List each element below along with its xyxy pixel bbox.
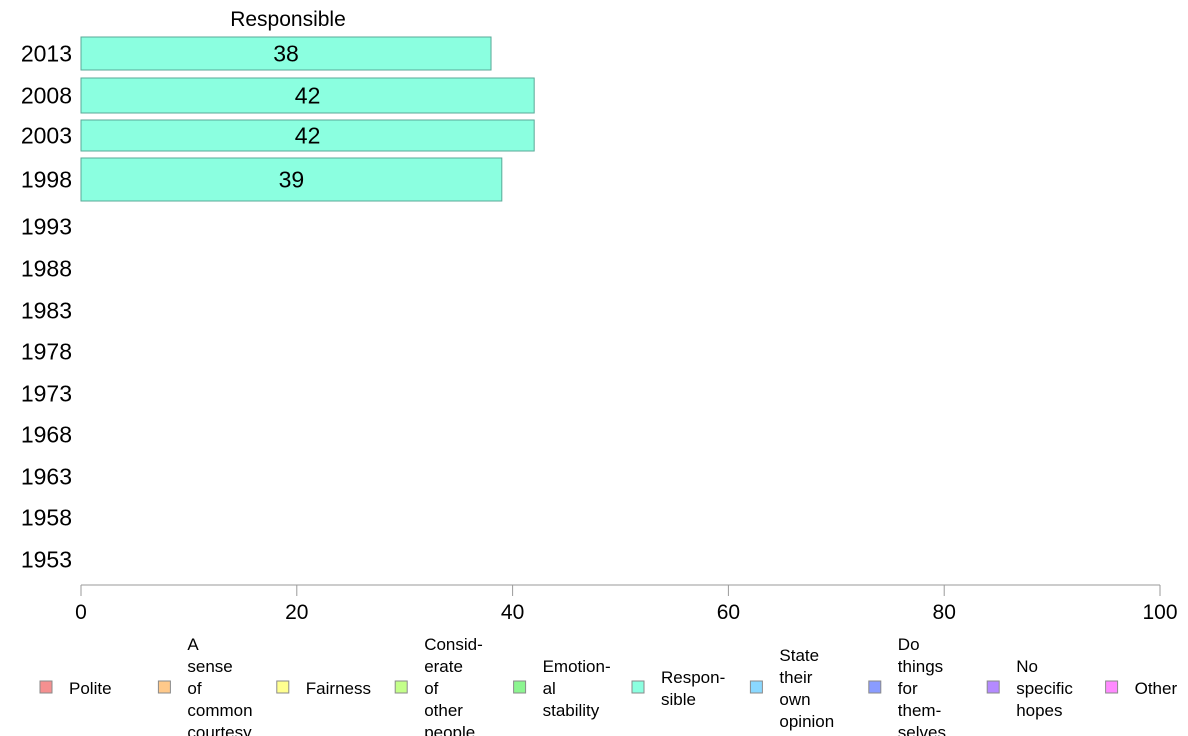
x-tick-label-100: 100 <box>1142 601 1177 624</box>
x-tick-label-80: 80 <box>933 601 956 624</box>
legend-swatch-5 <box>631 680 645 694</box>
tick-label-1963: 1963 <box>21 464 72 490</box>
tick-label-1978: 1978 <box>21 339 72 365</box>
legend-swatch-1 <box>157 680 171 694</box>
data-label-2013: 38 <box>273 41 299 67</box>
data-label-1998: 39 <box>279 167 305 193</box>
bar-2003 <box>80 119 535 152</box>
legend-label-2: Fairness <box>306 679 371 698</box>
legend-swatch-9 <box>1105 680 1119 694</box>
legend-label-4: Emotion-al stability <box>543 657 611 720</box>
chart-title: Responsible <box>230 8 346 31</box>
legend-label-6: State their own opinion <box>779 646 834 731</box>
legend-label-7: Do things for them-selves <box>898 635 946 736</box>
tick-label-1998: 1998 <box>21 167 72 193</box>
legend-label-9: Other <box>1135 679 1178 698</box>
legend-label-0: Polite <box>69 679 112 698</box>
tick-label-2003: 2003 <box>21 123 72 149</box>
data-label-2003: 42 <box>295 123 321 149</box>
legend-swatch-2 <box>276 680 290 694</box>
bar-2013 <box>80 36 492 71</box>
legend-swatch-7 <box>868 680 882 694</box>
legend-swatch-0 <box>39 680 53 694</box>
legend-label-5: Respon-sible <box>661 668 725 709</box>
x-tick-label-20: 20 <box>285 601 308 624</box>
x-tick-label-60: 60 <box>717 601 740 624</box>
data-label-2008: 42 <box>295 83 321 109</box>
legend-swatch-6 <box>749 680 763 694</box>
tick-label-1953: 1953 <box>21 547 72 573</box>
tick-label-1988: 1988 <box>21 256 72 282</box>
x-tick-label-40: 40 <box>501 601 524 624</box>
bar-2008 <box>80 77 535 114</box>
tick-label-1958: 1958 <box>21 505 72 531</box>
tick-label-1968: 1968 <box>21 422 72 448</box>
tick-label-2013: 2013 <box>21 41 72 67</box>
tick-label-1993: 1993 <box>21 214 72 240</box>
legend-swatch-8 <box>986 680 1000 694</box>
legend-swatch-3 <box>394 680 408 694</box>
bar-1998 <box>80 157 503 202</box>
tick-label-1973: 1973 <box>21 381 72 407</box>
legend-swatch-4 <box>513 680 527 694</box>
x-tick-label-0: 0 <box>75 601 87 624</box>
tick-label-1983: 1983 <box>21 298 72 324</box>
tick-label-2008: 2008 <box>21 83 72 109</box>
legend-label-3: Consid-erate of other people <box>424 635 483 736</box>
legend-label-8: No specific hopes <box>1016 657 1073 720</box>
